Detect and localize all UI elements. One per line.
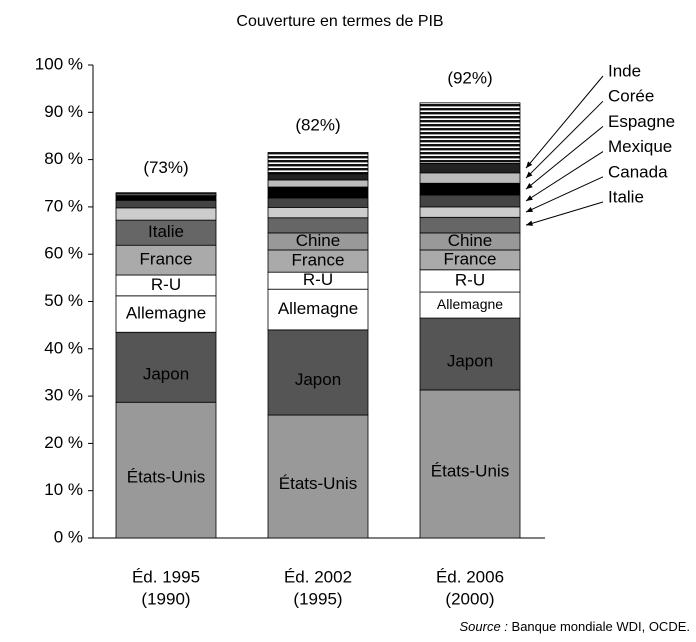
callout-label: Espagne bbox=[608, 112, 675, 131]
callout-line bbox=[525, 176, 604, 213]
chart-title: Couverture en termes de PIB bbox=[236, 13, 443, 30]
bar-segment bbox=[419, 206, 521, 218]
callout-label: Corée bbox=[608, 87, 654, 106]
segment-label: France bbox=[444, 249, 497, 268]
bar-segment bbox=[419, 182, 521, 196]
segment-label: France bbox=[292, 251, 345, 270]
segment-label: R-U bbox=[455, 270, 485, 289]
x-tick-sublabel: (2000) bbox=[445, 589, 494, 608]
callout-line bbox=[525, 75, 604, 169]
bar-segment bbox=[115, 401, 217, 539]
bar-segment bbox=[115, 295, 217, 333]
bar-segment bbox=[267, 152, 369, 175]
callout-arrowhead bbox=[526, 171, 533, 179]
bar-segment bbox=[419, 291, 521, 319]
source-note: Source : Banque mondiale WDI, OCDE. bbox=[459, 619, 690, 634]
segment-label: États-Unis bbox=[279, 474, 357, 493]
bar-segment bbox=[419, 172, 521, 184]
segment-label: Chine bbox=[448, 231, 492, 250]
callout-label: Italie bbox=[608, 187, 644, 206]
bar-segment bbox=[115, 192, 217, 195]
total-label: (82%) bbox=[295, 116, 340, 135]
segment-label: États-Unis bbox=[431, 461, 509, 480]
y-tick-label: 100 % bbox=[35, 54, 83, 73]
bar-segment bbox=[115, 331, 217, 403]
x-tick-sublabel: (1990) bbox=[141, 589, 190, 608]
bar-segment bbox=[419, 216, 521, 234]
y-tick-label: 60 % bbox=[44, 244, 83, 263]
y-tick-label: 0 % bbox=[54, 527, 83, 546]
source-text: Banque mondiale WDI, OCDE. bbox=[512, 619, 690, 634]
bar-segment bbox=[267, 414, 369, 539]
segment-label: Allemagne bbox=[437, 296, 503, 312]
bar-segment bbox=[115, 199, 217, 209]
bar-segment bbox=[115, 207, 217, 221]
bar-segment bbox=[267, 186, 369, 199]
callout-line bbox=[525, 201, 604, 226]
callout-label: Inde bbox=[608, 61, 641, 80]
bar-segment bbox=[115, 195, 217, 201]
y-tick-label: 50 % bbox=[44, 291, 83, 310]
callout-line bbox=[525, 126, 604, 190]
callout-arrowhead bbox=[526, 182, 533, 190]
total-label: (73%) bbox=[143, 158, 188, 177]
x-tick-label: Éd. 2002 bbox=[284, 567, 352, 586]
bar-segment bbox=[419, 102, 521, 164]
y-tick-label: 10 % bbox=[44, 480, 83, 499]
y-tick-label: 70 % bbox=[44, 196, 83, 215]
bar-segment bbox=[267, 288, 369, 331]
bar-segment bbox=[419, 389, 521, 539]
bar-segment bbox=[115, 244, 217, 276]
segment-label: Japon bbox=[447, 351, 493, 370]
x-tick-sublabel: (1995) bbox=[293, 589, 342, 608]
callout-label: Canada bbox=[608, 162, 668, 181]
callout-label: Mexique bbox=[608, 137, 672, 156]
callout-arrowhead bbox=[526, 195, 533, 201]
x-tick-label: Éd. 2006 bbox=[436, 567, 504, 586]
segment-label: Japon bbox=[295, 370, 341, 389]
segment-label: France bbox=[140, 250, 193, 269]
bar-segment bbox=[267, 179, 369, 188]
bar-segment bbox=[267, 197, 369, 208]
y-tick-label: 40 % bbox=[44, 338, 83, 357]
total-label: (92%) bbox=[447, 68, 492, 87]
segment-label: Japon bbox=[143, 365, 189, 384]
callout-line bbox=[525, 100, 604, 179]
segment-label: R-U bbox=[151, 275, 181, 294]
x-tick-label: Éd. 1995 bbox=[132, 567, 200, 586]
y-tick-label: 90 % bbox=[44, 102, 83, 121]
y-tick-label: 30 % bbox=[44, 386, 83, 405]
bar-segment bbox=[419, 194, 521, 208]
segment-label: Allemagne bbox=[126, 304, 206, 323]
callout-line bbox=[525, 151, 604, 202]
callout-arrowhead bbox=[526, 220, 533, 226]
bar-segment bbox=[267, 173, 369, 181]
segment-label: R-U bbox=[303, 270, 333, 289]
segment-label: Italie bbox=[148, 222, 184, 241]
y-tick-label: 80 % bbox=[44, 149, 83, 168]
bar-segment bbox=[115, 219, 217, 246]
callout-arrowhead bbox=[526, 206, 533, 213]
segment-label: Chine bbox=[296, 231, 340, 250]
segment-label: Allemagne bbox=[278, 299, 358, 318]
source-prefix: Source : bbox=[459, 619, 508, 634]
y-tick-label: 20 % bbox=[44, 433, 83, 452]
bar-segment bbox=[267, 217, 369, 234]
callout-arrowhead bbox=[526, 161, 533, 169]
bar-segment bbox=[419, 162, 521, 174]
segment-label: États-Unis bbox=[127, 468, 205, 487]
bar-segment bbox=[267, 329, 369, 416]
bar-segment bbox=[267, 206, 369, 219]
bar-segment bbox=[419, 317, 521, 391]
